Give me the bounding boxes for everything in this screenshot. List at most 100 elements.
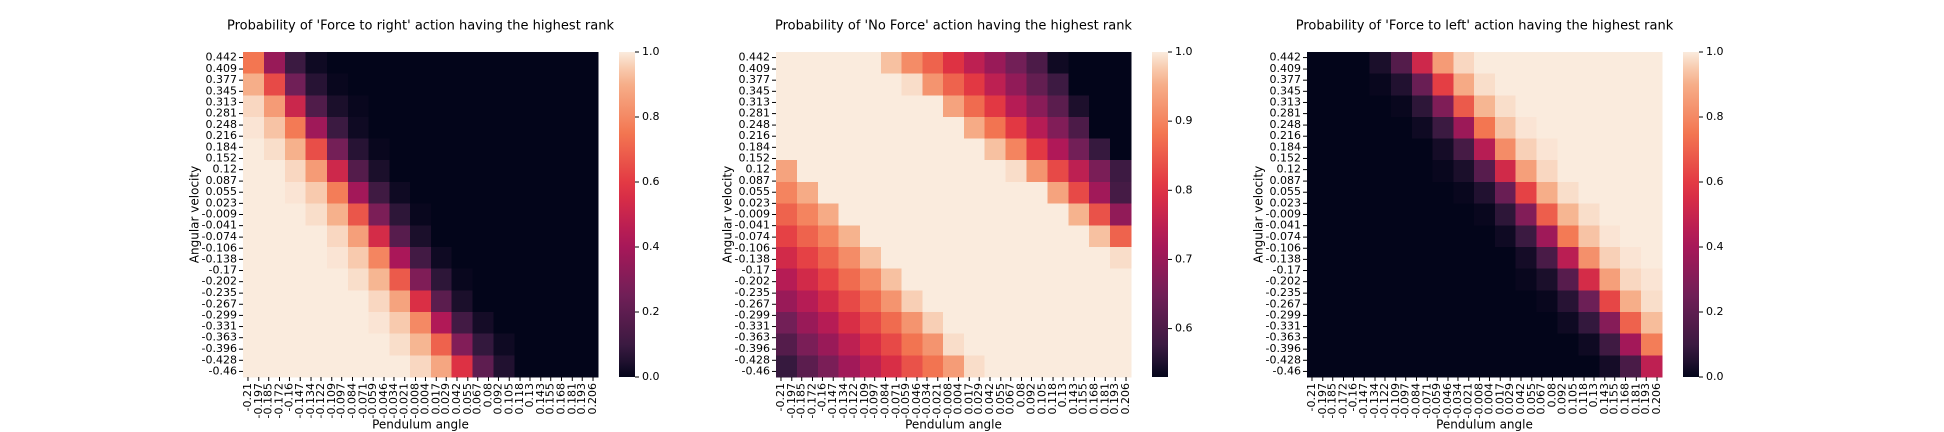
chart-title: Probability of 'Force to left' action ha… <box>1296 19 1674 34</box>
x-axis-label: Pendulum angle <box>372 418 469 432</box>
heatmap-cell <box>410 355 432 378</box>
heatmap-cell <box>901 73 923 96</box>
x-tick-label: 0.105 <box>1035 383 1048 415</box>
heatmap-cell <box>1557 311 1580 335</box>
x-tick-label: 0.105 <box>502 383 515 415</box>
heatmap-cell <box>326 160 349 183</box>
heatmap-cell <box>451 290 473 313</box>
x-tick-label: -0.134 <box>304 383 317 418</box>
heatmap-cell <box>1578 355 1600 378</box>
heatmap-cell <box>430 311 453 335</box>
heatmap-cell <box>1536 311 1558 335</box>
heatmap-cell <box>1109 268 1132 291</box>
heatmap-cell <box>556 246 578 270</box>
heatmap-cell <box>880 268 903 291</box>
heatmap-cell <box>1089 117 1111 140</box>
heatmap-cell <box>922 203 944 226</box>
x-tick-label: -0.197 <box>252 383 265 418</box>
heatmap-cell <box>305 181 328 205</box>
heatmap-cell <box>1411 355 1434 378</box>
x-tick-label: -0.046 <box>377 383 390 418</box>
heatmap-cell <box>1536 73 1558 96</box>
heatmap-cell <box>1369 138 1392 161</box>
heatmap-cell <box>1453 225 1475 248</box>
heatmap-cell <box>1089 95 1111 118</box>
heatmap-cell <box>797 225 819 248</box>
heatmap-cell <box>1599 311 1621 335</box>
heatmap-cell <box>880 181 903 205</box>
x-tick-label: -0.109 <box>1389 383 1402 418</box>
y-tick-label: 0.055 <box>206 185 238 198</box>
heatmap-cell <box>451 225 473 248</box>
heatmap-cell <box>1620 117 1642 140</box>
heatmap-cell <box>264 73 286 96</box>
heatmap-cell <box>1307 138 1329 161</box>
x-tick-label: 0.042 <box>983 383 996 415</box>
x-tick-label: 0.092 <box>1555 383 1568 415</box>
heatmap-cell <box>576 203 599 226</box>
heatmap-cell <box>535 355 557 378</box>
heatmap-cell <box>556 355 578 378</box>
heatmap-cell <box>347 181 370 205</box>
x-tick-label: 0.118 <box>1046 383 1059 415</box>
heatmap-cell <box>1026 225 1049 248</box>
colorbar-tick-label: 0.7 <box>1175 252 1193 265</box>
heatmap-cell <box>1390 52 1413 75</box>
heatmap-cell <box>1599 52 1621 75</box>
heatmap-cell <box>1026 268 1049 291</box>
heatmap-cell <box>264 52 286 75</box>
heatmap-cell <box>776 246 798 270</box>
heatmap-cell <box>776 268 798 291</box>
heatmap-cell <box>859 333 882 356</box>
heatmap-cell <box>776 311 798 335</box>
heatmap-cell <box>326 268 349 291</box>
x-tick-label: -0.059 <box>1430 383 1443 418</box>
heatmap-cell <box>1307 95 1329 118</box>
heatmap-cell <box>963 52 986 75</box>
heatmap-cell <box>430 95 453 118</box>
x-tick-label: -0.109 <box>858 383 871 418</box>
heatmap-cell <box>1620 290 1642 313</box>
x-tick-label: 0.017 <box>962 383 975 415</box>
heatmap-cell <box>451 333 473 356</box>
colorbar-tick-label: 1.0 <box>1175 45 1193 58</box>
x-tick-label: 0.13 <box>1056 383 1069 408</box>
heatmap-cell <box>535 73 557 96</box>
heatmap-cell <box>797 117 819 140</box>
heatmap-cell <box>1474 95 1496 118</box>
heatmap-cell <box>1620 160 1642 183</box>
heatmap-cell <box>1005 95 1027 118</box>
heatmap-cell <box>284 117 307 140</box>
heatmap-cell <box>1026 95 1049 118</box>
heatmap-cell <box>943 52 965 75</box>
y-tick-label: 0.216 <box>739 129 771 142</box>
x-tick-label: -0.071 <box>889 383 902 418</box>
heatmap-cell <box>1109 138 1132 161</box>
heatmap-cell <box>264 246 286 270</box>
heatmap-cell <box>243 268 265 291</box>
heatmap-cell <box>493 246 516 270</box>
heatmap-cell <box>901 290 923 313</box>
heatmap-cell <box>243 181 265 205</box>
heatmap-cell <box>514 268 536 291</box>
heatmap-cell <box>347 203 370 226</box>
heatmap-cell <box>284 225 307 248</box>
heatmap-cell <box>943 311 965 335</box>
y-tick-label: 0.184 <box>1270 140 1302 153</box>
heatmap-cell <box>1599 290 1621 313</box>
heatmap-cell <box>1578 52 1600 75</box>
y-tick-label: -0.299 <box>202 308 237 321</box>
x-tick-label: -0.21 <box>1305 383 1318 411</box>
y-tick-label: 0.281 <box>739 107 771 120</box>
heatmap-cell <box>1411 268 1434 291</box>
heatmap-cell <box>963 73 986 96</box>
heatmap-cell <box>472 311 494 335</box>
heatmap-cell <box>1047 311 1069 335</box>
heatmap-cell <box>347 333 370 356</box>
heatmap-cell <box>347 268 370 291</box>
heatmap-cell <box>1047 203 1069 226</box>
heatmap-cell <box>368 333 390 356</box>
x-tick-label: -0.122 <box>314 383 327 418</box>
y-tick-label: -0.299 <box>735 308 770 321</box>
heatmap-cell <box>1536 290 1558 313</box>
